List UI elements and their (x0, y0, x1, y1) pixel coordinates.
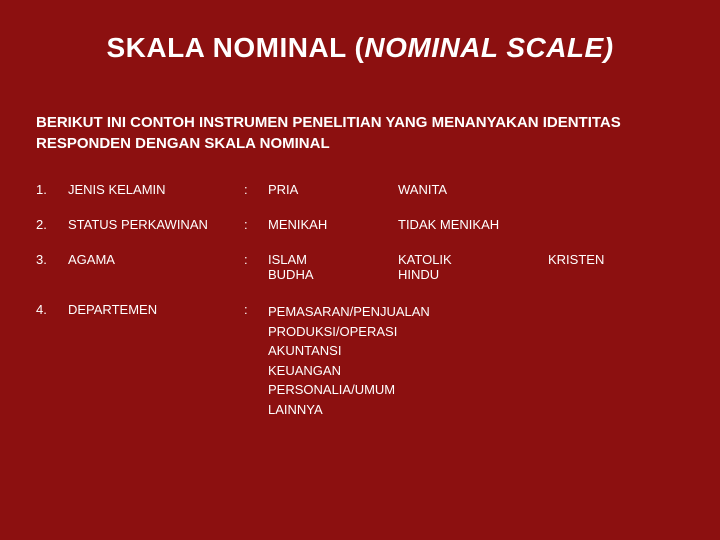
option-value: WANITA (398, 182, 548, 197)
option-value: ISLAM (268, 252, 398, 267)
item-options: PRIA WANITA (268, 182, 548, 197)
item-list: 1. JENIS KELAMIN : PRIA WANITA 2. STATUS… (36, 182, 684, 419)
item-row: 1. JENIS KELAMIN : PRIA WANITA (36, 182, 684, 197)
option-value: TIDAK MENIKAH (398, 217, 548, 232)
item-number: 4. (36, 302, 68, 317)
item-label: DEPARTEMEN (68, 302, 244, 317)
item-options: MENIKAH TIDAK MENIKAH (268, 217, 548, 232)
item-number: 3. (36, 252, 68, 267)
title-main: SKALA NOMINAL ( (106, 32, 364, 63)
item-row: 2. STATUS PERKAWINAN : MENIKAH TIDAK MEN… (36, 217, 684, 232)
slide-subtitle: BERIKUT INI CONTOH INSTRUMEN PENELITIAN … (36, 112, 684, 154)
item-colon: : (244, 252, 268, 267)
option-value: BUDHA (268, 267, 398, 282)
option-value: PERSONALIA/UMUM (268, 380, 430, 400)
option-value: LAINNYA (268, 400, 430, 420)
slide-title: SKALA NOMINAL (NOMINAL SCALE) (36, 32, 684, 64)
item-colon: : (244, 217, 268, 232)
item-colon: : (244, 182, 268, 197)
item-row: 4. DEPARTEMEN : PEMASARAN/PENJUALAN PROD… (36, 302, 684, 419)
option-value: KEUANGAN (268, 361, 430, 381)
item-number: 2. (36, 217, 68, 232)
option-value: KATOLIK (398, 252, 548, 267)
item-row: 3. AGAMA : ISLAM KATOLIK KRISTEN BUDHA H… (36, 252, 684, 282)
option-value: KRISTEN (548, 252, 648, 267)
item-label: AGAMA (68, 252, 244, 267)
option-value: MENIKAH (268, 217, 398, 232)
option-value: HINDU (398, 267, 548, 282)
item-colon: : (244, 302, 268, 317)
option-value: PEMASARAN/PENJUALAN (268, 302, 430, 322)
option-value: PRIA (268, 182, 398, 197)
option-value: AKUNTANSI (268, 341, 430, 361)
title-italic: NOMINAL SCALE) (364, 32, 613, 63)
item-label: JENIS KELAMIN (68, 182, 244, 197)
item-number: 1. (36, 182, 68, 197)
option-value: PRODUKSI/OPERASI (268, 322, 430, 342)
item-options: PEMASARAN/PENJUALAN PRODUKSI/OPERASI AKU… (268, 302, 430, 419)
item-options: ISLAM KATOLIK KRISTEN BUDHA HINDU (268, 252, 648, 282)
item-label: STATUS PERKAWINAN (68, 217, 244, 232)
